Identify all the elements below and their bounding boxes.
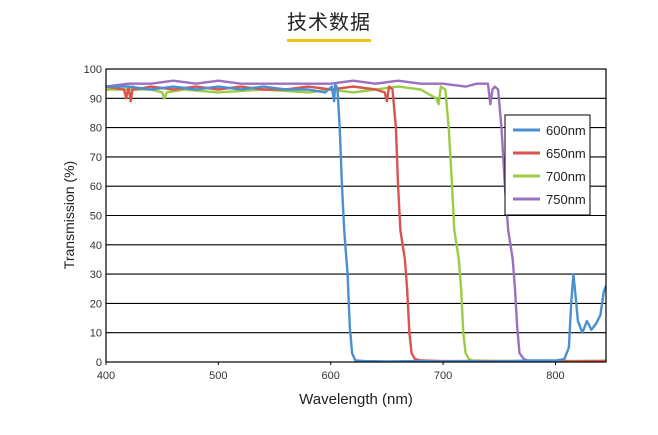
legend-label: 700nm	[546, 169, 586, 184]
series-line-750nm	[106, 79, 606, 362]
y-tick-label: 50	[90, 211, 102, 223]
plot-frame	[105, 68, 607, 363]
legend-label: 650nm	[546, 146, 586, 161]
y-tick-label: 0	[96, 357, 102, 369]
y-tick-label: 100	[84, 64, 102, 76]
series-line-600nm	[106, 82, 606, 362]
y-tick-label: 20	[90, 298, 102, 310]
y-tick-label: 40	[90, 240, 102, 252]
series-layer	[106, 79, 606, 362]
y-tick-label: 60	[90, 181, 102, 193]
legend: 600nm 650nm 700nm 750nm	[504, 114, 591, 216]
x-tick-label: 500	[209, 370, 227, 382]
y-tick-label: 30	[90, 269, 102, 281]
y-tick-label: 70	[90, 152, 102, 164]
x-tick-label: 600	[322, 370, 340, 382]
tick-layer: 0 10 20 30 40 50 60 70 80 90 100 400 500 600 700 800	[84, 64, 565, 382]
x-axis-label: Wavelength (nm)	[299, 391, 413, 408]
y-tick-label: 10	[90, 328, 102, 340]
x-tick-label: 400	[97, 370, 115, 382]
section-title: 技术数据	[287, 6, 371, 42]
legend-label: 750nm	[546, 192, 586, 207]
series-line-650nm	[106, 85, 606, 362]
y-tick-label: 90	[90, 93, 102, 105]
y-axis-label: Transmission (%)	[61, 161, 77, 269]
legend-box	[504, 114, 591, 216]
x-tick-label: 700	[434, 370, 452, 382]
section-header: 技术数据	[0, 6, 658, 42]
y-tick-label: 80	[90, 123, 102, 135]
x-tick-label: 800	[546, 370, 564, 382]
legend-label: 600nm	[546, 123, 586, 138]
